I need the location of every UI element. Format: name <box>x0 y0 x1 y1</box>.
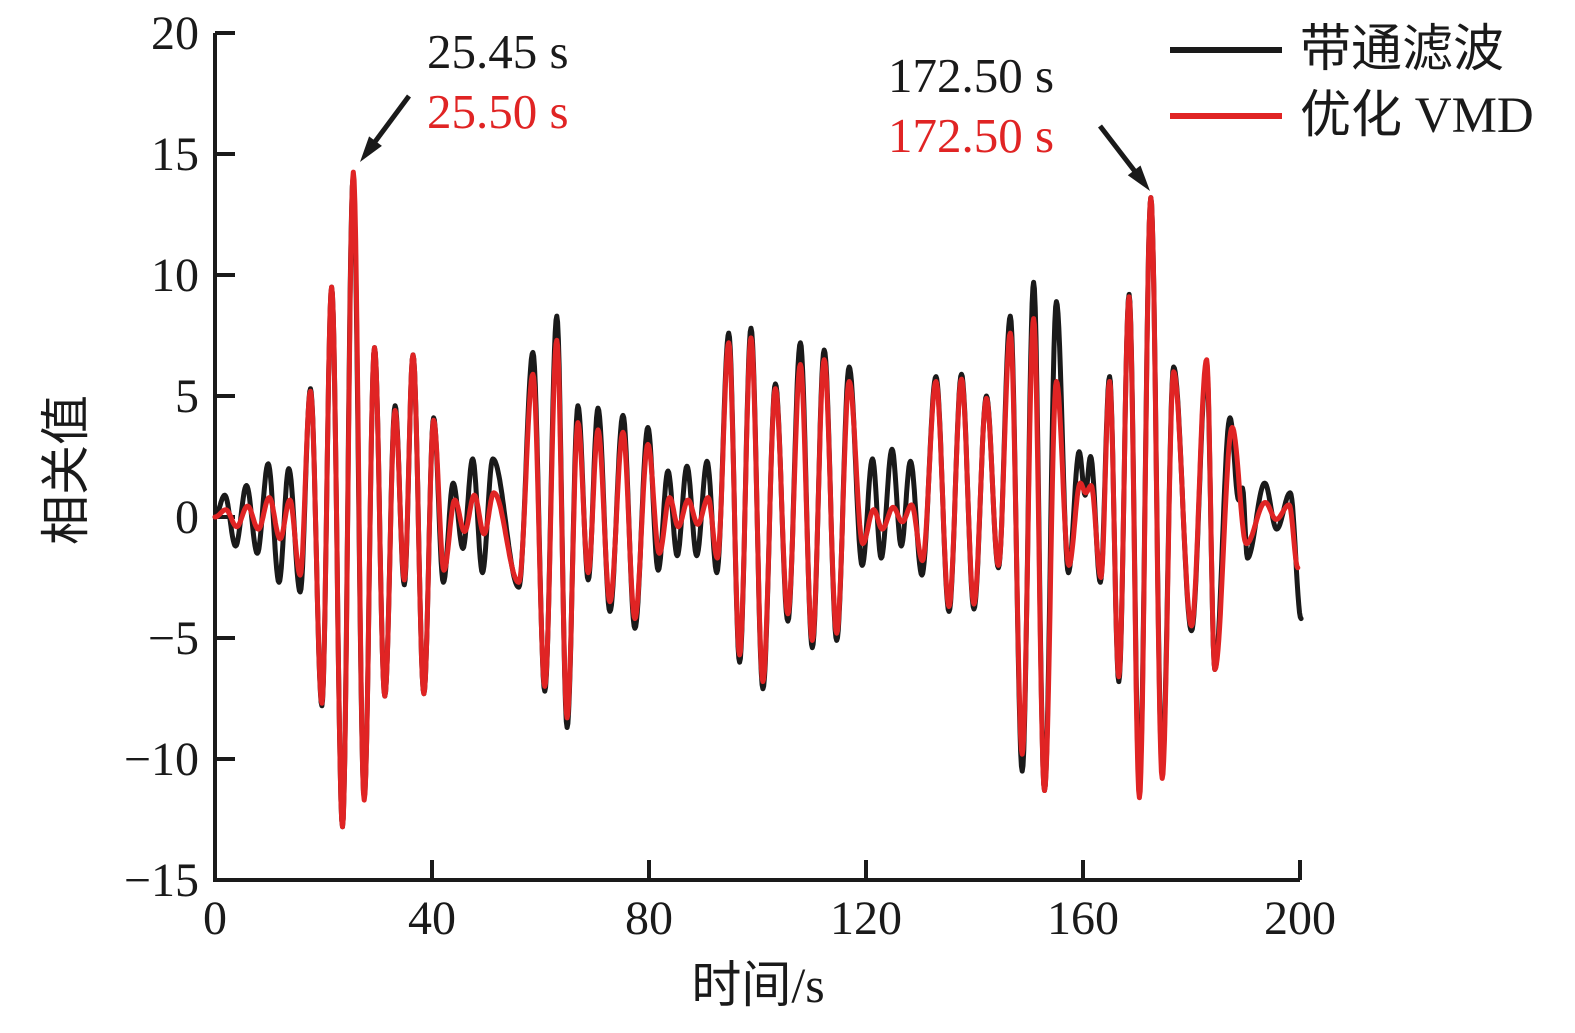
x-tick-label: 80 <box>625 892 673 945</box>
y-tick-label: 20 <box>151 7 199 60</box>
annotation-arrowhead <box>1127 165 1150 191</box>
y-tick-label: 10 <box>151 249 199 302</box>
y-tick-label: 0 <box>175 491 199 544</box>
vmd-legend-label: 优化 VMD <box>1300 88 1534 144</box>
annotation-arrow-shaft <box>367 94 412 151</box>
annotation-arrow-shaft <box>1098 124 1143 181</box>
x-tick-label: 0 <box>203 892 227 945</box>
x-tick-label: 160 <box>1047 892 1119 945</box>
annotation-arrowhead <box>360 136 382 162</box>
y-tick-label: −10 <box>124 733 199 786</box>
annotation-peak1-red-time: 25.50 s <box>427 84 569 139</box>
annotation-peak2: 172.50 s 172.50 s <box>888 46 1054 166</box>
bandpass-line-swatch <box>1170 47 1282 53</box>
legend: 带通滤波 优化 VMD <box>1170 24 1534 142</box>
legend-item-vmd: 优化 VMD <box>1170 90 1534 142</box>
y-tick-label: −15 <box>124 854 199 907</box>
vmd-line-swatch <box>1170 113 1282 119</box>
x-axis-title: 时间/s <box>691 957 825 1013</box>
y-axis-title: 相关值 <box>38 395 94 545</box>
legend-item-bandpass: 带通滤波 <box>1170 24 1534 76</box>
y-tick-label: 15 <box>151 128 199 181</box>
annotation-peak2-red-time: 172.50 s <box>888 108 1055 163</box>
annotation-peak1-black-time: 25.45 s <box>427 24 569 79</box>
y-tick-label: −5 <box>148 612 199 665</box>
x-tick-label: 120 <box>830 892 902 945</box>
vmd-series-line <box>212 169 1301 830</box>
bandpass-legend-label: 带通滤波 <box>1300 22 1505 78</box>
annotation-peak2-black-time: 172.50 s <box>888 48 1055 103</box>
y-tick-label: 5 <box>175 370 199 423</box>
x-tick-label: 200 <box>1264 892 1336 945</box>
annotation-peak1: 25.45 s 25.50 s <box>427 22 569 142</box>
x-tick-label: 40 <box>408 892 456 945</box>
